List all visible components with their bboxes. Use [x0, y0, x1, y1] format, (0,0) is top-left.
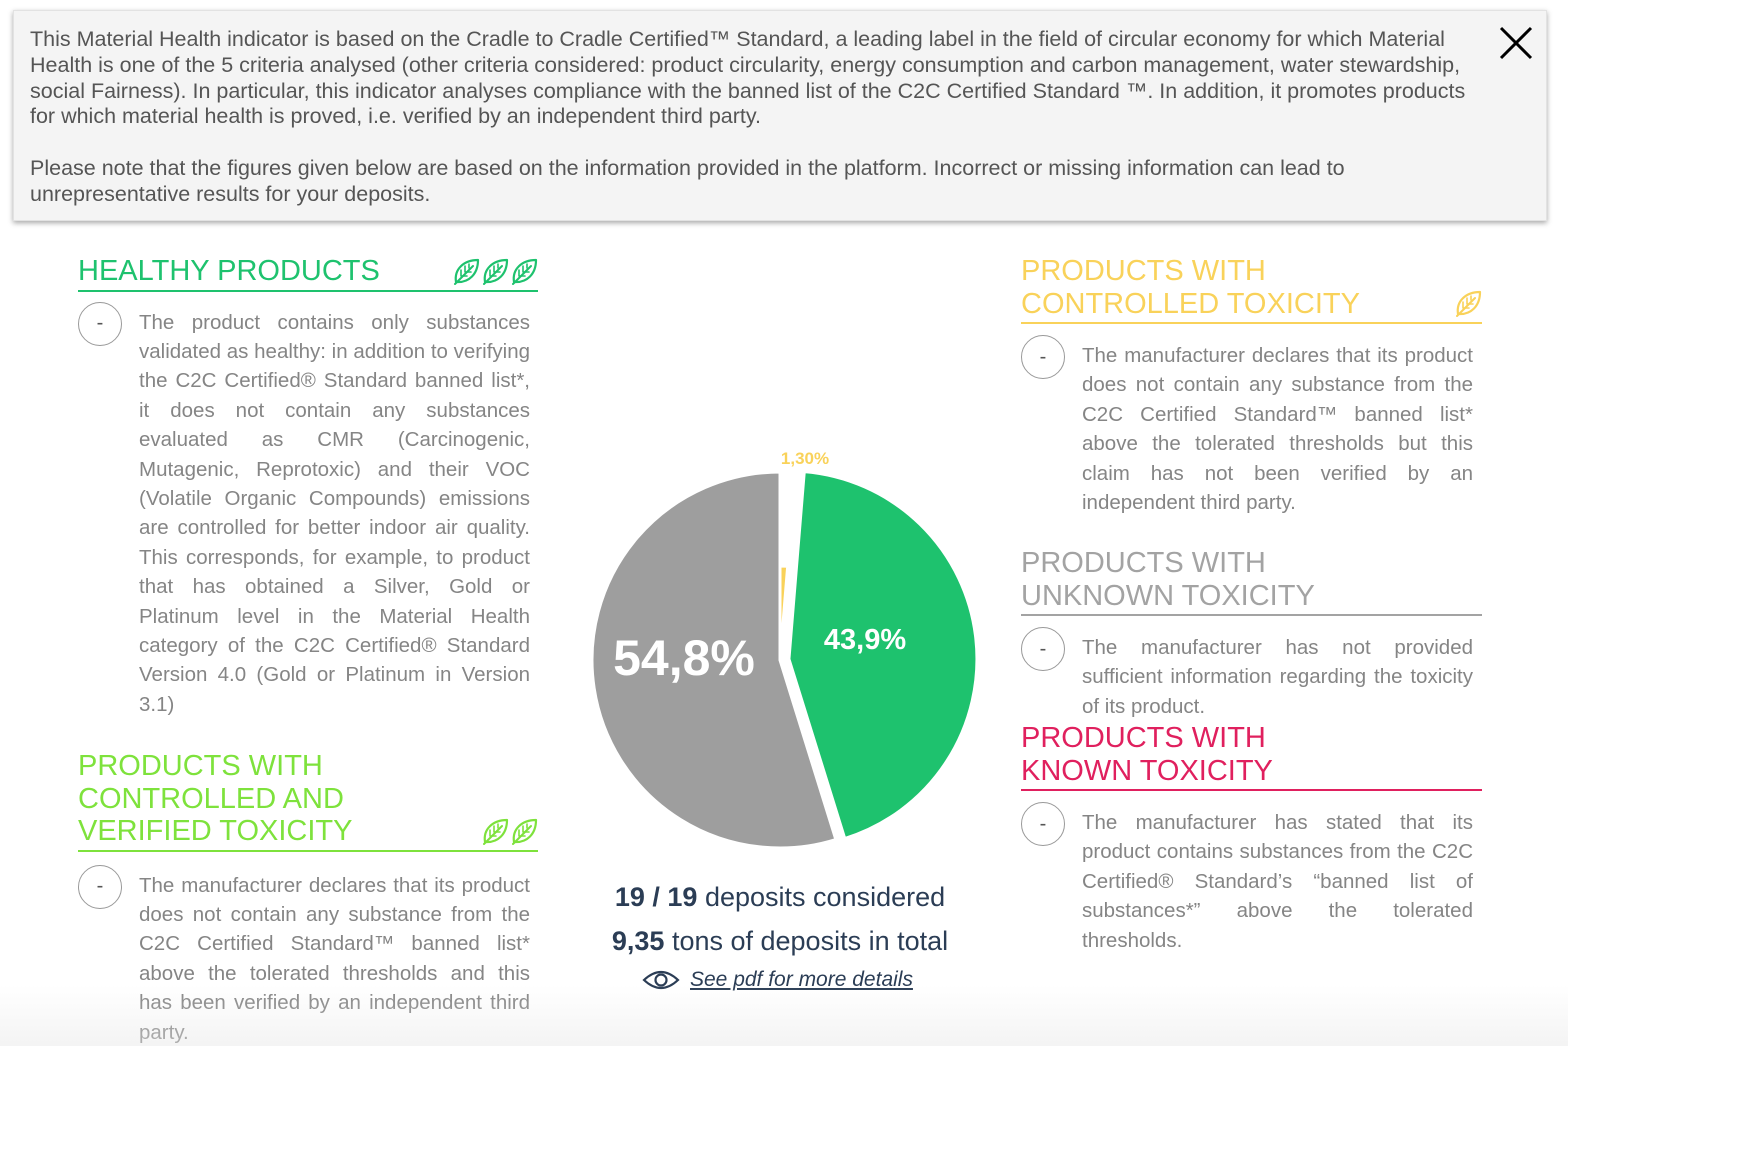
section-controlled-header: PRODUCTS WITH CONTROLLED TOXICITY [1021, 255, 1482, 324]
pie-label-unknown: 54,8% [613, 630, 755, 686]
pie-slice-unknown [590, 470, 838, 850]
section-controlled-verified-body: - The manufacturer declares that its pro… [78, 864, 538, 1047]
pie-slice-healthy [787, 470, 979, 841]
section-controlled-body: - The manufacturer declares that its pro… [1021, 335, 1482, 517]
expand-button[interactable]: - [78, 864, 122, 909]
section-unknown-header: PRODUCTS WITH UNKNOWN TOXICITY [1021, 547, 1482, 616]
section-unknown-body: - The manufacturer has not provided suff… [1021, 627, 1482, 721]
leaf-rating [1454, 289, 1482, 317]
leaf-rating [481, 817, 538, 845]
close-button[interactable] [1498, 25, 1534, 61]
section-description: The manufacturer has not provided suffic… [1082, 636, 1473, 718]
section-controlled: PRODUCTS WITH CONTROLLED TOXICITY - The … [1021, 255, 1482, 517]
section-known-header: PRODUCTS WITH KNOWN TOXICITY [1021, 722, 1482, 791]
section-title: HEALTHY PRODUCTS [78, 255, 380, 287]
pdf-link-label[interactable]: See pdf for more details [690, 968, 913, 991]
section-unknown: PRODUCTS WITH UNKNOWN TOXICITY - The man… [1021, 547, 1482, 721]
info-paragraph-1: This Material Health indicator is based … [30, 27, 1466, 129]
section-healthy: HEALTHY PRODUCTS - The product contains … [78, 255, 538, 719]
section-healthy-header: HEALTHY PRODUCTS [78, 255, 538, 292]
eye-icon [642, 970, 680, 990]
section-healthy-body: - The product contains only substances v… [78, 301, 538, 720]
expand-button[interactable]: - [78, 301, 122, 346]
pie-label-controlled: 1,30% [781, 449, 829, 468]
leaf-icon [512, 818, 538, 845]
pdf-details-link[interactable]: See pdf for more details [642, 968, 913, 992]
deposits-count: 19 / 19 [614, 882, 698, 912]
section-title: PRODUCTS WITH KNOWN TOXICITY [1021, 722, 1273, 787]
leaf-icon [483, 818, 509, 845]
tons-label: tons of deposits in total [671, 926, 949, 956]
section-description: The product contains only substances val… [139, 310, 530, 716]
info-text: This Material Health indicator is based … [30, 27, 1470, 208]
pie-label-healthy: 43,9% [824, 624, 906, 656]
close-icon [1499, 26, 1533, 60]
section-known: PRODUCTS WITH KNOWN TOXICITY - The manuf… [1021, 722, 1482, 955]
leaf-icon [512, 258, 538, 285]
section-title: PRODUCTS WITH UNKNOWN TOXICITY [1021, 547, 1315, 612]
expand-button[interactable]: - [1021, 335, 1065, 379]
section-controlled-verified: PRODUCTS WITH CONTROLLED AND VERIFIED TO… [78, 750, 538, 1047]
section-title: PRODUCTS WITH CONTROLLED TOXICITY [1021, 255, 1360, 320]
deposits-considered: 19 / 19 deposits considered [590, 882, 970, 913]
pie-chart: 1,30% 43,9% 54,8% [590, 449, 979, 850]
section-description: The manufacturer declares that its produ… [1082, 344, 1473, 515]
section-description: The manufacturer declares that its produ… [139, 873, 530, 1044]
section-description: The manufacturer has stated that its pro… [1082, 811, 1473, 952]
leaf-icon [454, 258, 480, 285]
section-known-body: - The manufacturer has stated that its p… [1021, 802, 1482, 955]
leaf-rating [452, 257, 538, 285]
leaf-icon [1456, 290, 1482, 317]
tons-total: 9,35 tons of deposits in total [590, 926, 970, 957]
tons-count: 9,35 [611, 926, 665, 956]
section-controlled-verified-header: PRODUCTS WITH CONTROLLED AND VERIFIED TO… [78, 750, 538, 852]
expand-button[interactable]: - [1021, 627, 1065, 671]
info-panel: This Material Health indicator is based … [13, 10, 1547, 221]
leaf-icon [483, 258, 509, 285]
expand-button[interactable]: - [1021, 802, 1065, 846]
section-title: PRODUCTS WITH CONTROLLED AND VERIFIED TO… [78, 750, 353, 847]
info-paragraph-2: Please note that the figures given below… [30, 155, 1345, 206]
deposits-label: deposits considered [704, 882, 946, 912]
